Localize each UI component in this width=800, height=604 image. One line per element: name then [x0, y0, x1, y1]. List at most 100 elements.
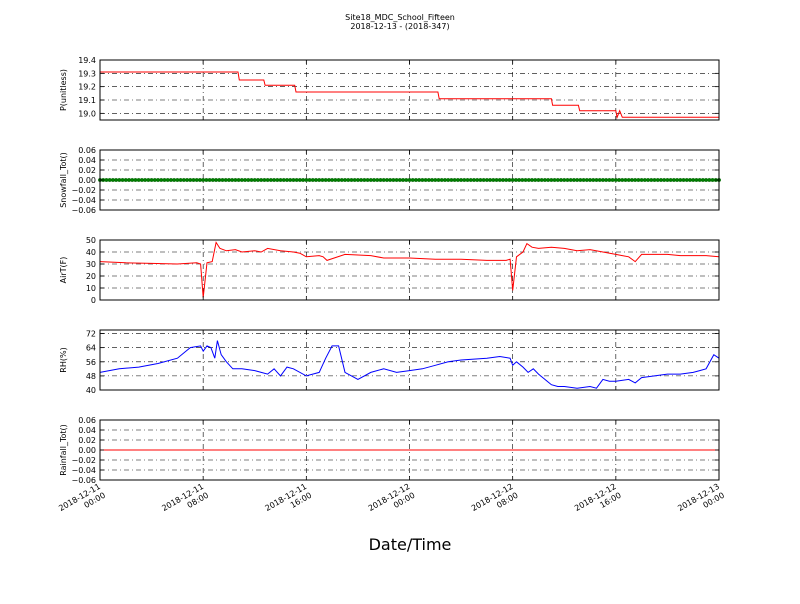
data-point: [275, 178, 280, 182]
data-point: [591, 178, 596, 182]
data-point: [652, 178, 657, 182]
data-point: [333, 178, 338, 182]
data-point: [410, 178, 415, 182]
data-point: [233, 178, 238, 182]
data-point: [317, 178, 322, 182]
data-point: [430, 178, 435, 182]
data-point: [104, 178, 109, 182]
data-point: [146, 178, 151, 182]
data-point: [413, 178, 418, 182]
data-point: [671, 178, 676, 182]
y-tick-label: 0.06: [78, 416, 96, 425]
x-tick-label: 2018-12-1100:00: [57, 482, 107, 522]
data-point: [407, 178, 412, 182]
data-point: [559, 178, 563, 182]
data-point: [549, 178, 554, 182]
data-point: [297, 178, 302, 182]
data-point: [236, 178, 241, 182]
y-tick-label: 0.02: [78, 436, 96, 445]
y-tick-label: 19.1: [78, 96, 96, 105]
data-point: [468, 178, 473, 182]
y-tick-label: 0.06: [78, 146, 96, 155]
data-point: [562, 178, 567, 182]
y-tick-label: −0.04: [71, 196, 96, 205]
data-point: [378, 178, 383, 182]
data-point: [478, 178, 483, 182]
data-point: [230, 178, 235, 182]
data-point: [339, 178, 344, 182]
data-point: [649, 178, 654, 182]
data-point: [162, 178, 167, 182]
data-point: [536, 178, 541, 182]
data-point: [352, 178, 357, 182]
data-point: [194, 178, 199, 182]
data-point: [388, 178, 393, 182]
y-tick-label: 56: [86, 358, 96, 367]
data-point: [201, 178, 206, 182]
data-point: [223, 178, 228, 182]
data-point: [707, 178, 712, 182]
y-axis-label: AirT(F): [59, 257, 68, 284]
data-point: [420, 178, 425, 182]
data-point: [462, 178, 467, 182]
data-point: [346, 178, 351, 182]
data-point: [375, 178, 380, 182]
data-point: [449, 178, 454, 182]
data-point: [481, 178, 486, 182]
data-point: [584, 178, 589, 182]
data-point: [172, 178, 177, 182]
data-point: [278, 178, 283, 182]
data-point: [488, 178, 493, 182]
data-point: [256, 178, 260, 182]
y-tick-label: 0.02: [78, 166, 96, 175]
data-point: [314, 178, 318, 182]
data-point: [501, 178, 505, 182]
x-axis-label: Date/Time: [369, 535, 452, 554]
data-point: [597, 178, 602, 182]
data-point: [710, 178, 715, 182]
panel-rh: 40 48 56 64 72 RH(%): [59, 329, 720, 395]
data-point: [120, 178, 125, 182]
data-point: [401, 178, 406, 182]
data-point: [149, 178, 154, 182]
data-point: [607, 178, 612, 182]
data-point: [259, 178, 264, 182]
data-point: [265, 178, 270, 182]
data-point: [326, 178, 331, 182]
data-point: [168, 178, 173, 182]
data-point: [568, 178, 573, 182]
data-point: [694, 178, 699, 182]
data-point: [436, 178, 441, 182]
data-point: [246, 178, 251, 182]
data-point: [136, 178, 141, 182]
data-point: [633, 178, 638, 182]
data-point: [475, 178, 480, 182]
data-point: [252, 178, 257, 182]
data-point: [697, 178, 702, 182]
data-point: [281, 178, 286, 182]
data-point: [517, 178, 522, 182]
series-line-rh: [99, 340, 720, 389]
data-point: [600, 178, 605, 182]
data-point: [178, 178, 183, 182]
data-point: [426, 178, 431, 182]
data-point: [565, 178, 570, 182]
data-point: [594, 178, 599, 182]
data-point: [227, 178, 231, 182]
data-point: [349, 178, 354, 182]
data-point: [497, 178, 502, 182]
data-point: [533, 178, 538, 182]
y-tick-label: 10: [86, 284, 96, 293]
data-point: [330, 178, 335, 182]
data-point: [272, 178, 277, 182]
data-point: [391, 178, 396, 182]
data-point: [523, 178, 528, 182]
data-point: [372, 178, 376, 182]
data-point: [239, 178, 244, 182]
data-point: [133, 178, 138, 182]
data-point: [127, 178, 131, 182]
data-point: [630, 178, 634, 182]
x-tick-label: 2018-12-1108:00: [160, 482, 210, 522]
